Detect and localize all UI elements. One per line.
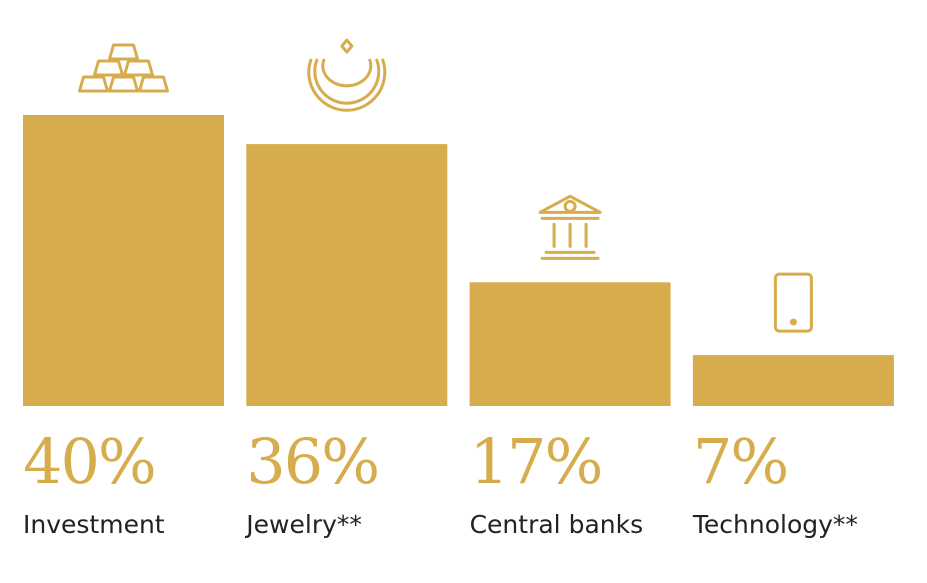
smartphone-icon	[773, 272, 813, 333]
bank-icon	[538, 194, 602, 260]
category-label-jewelry: Jewelry**	[244, 510, 362, 539]
labels-group: 40% Investment 36% Jewelry** 17% Central bank…	[23, 425, 858, 539]
bar-investment	[23, 115, 224, 406]
category-label-investment: Investment	[23, 510, 165, 539]
value-label-investment: 40%	[23, 425, 155, 498]
necklace-icon	[307, 38, 387, 112]
bars-group	[23, 115, 894, 406]
value-label-jewelry: 36%	[246, 425, 378, 498]
category-label-central-banks: Central banks	[470, 510, 644, 539]
category-label-technology: Technology**	[692, 510, 858, 539]
bar-jewelry	[246, 144, 448, 406]
gold-bars-icon	[78, 43, 169, 93]
bar-technology	[692, 355, 894, 406]
bar-central-banks	[469, 282, 671, 406]
icons-group	[78, 38, 813, 333]
value-label-central-banks: 17%	[470, 425, 602, 498]
value-label-technology: 7%	[693, 425, 787, 498]
